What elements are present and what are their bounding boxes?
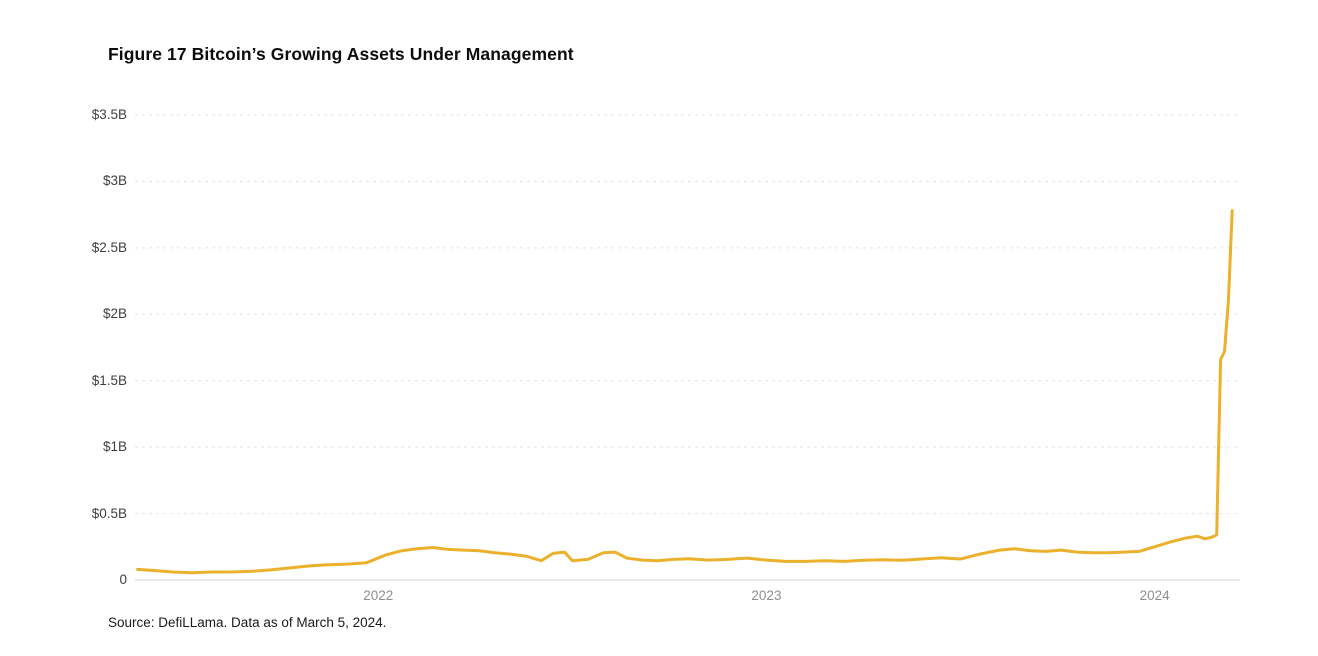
y-tick-label: $2.5B	[91, 239, 127, 255]
source-note: Source: DefiLLama. Data as of March 5, 2…	[108, 615, 387, 630]
aum-line-series	[136, 209, 1234, 575]
x-tick-label: 2024	[1139, 588, 1170, 603]
y-tick-label: 0	[119, 572, 127, 587]
x-tick-label: 2022	[363, 588, 394, 603]
y-tick-label: $3B	[102, 173, 127, 189]
y-tick-label: $2B	[102, 306, 127, 322]
y-tick-label: $3.5B	[91, 107, 127, 122]
y-tick-label: $0.5B	[91, 505, 127, 521]
y-tick-label: $1.5B	[91, 372, 127, 388]
x-tick-label: 2023	[751, 588, 782, 603]
chart-title: Figure 17 Bitcoin’s Growing Assets Under…	[108, 44, 574, 64]
y-tick-label: $1B	[102, 439, 127, 455]
